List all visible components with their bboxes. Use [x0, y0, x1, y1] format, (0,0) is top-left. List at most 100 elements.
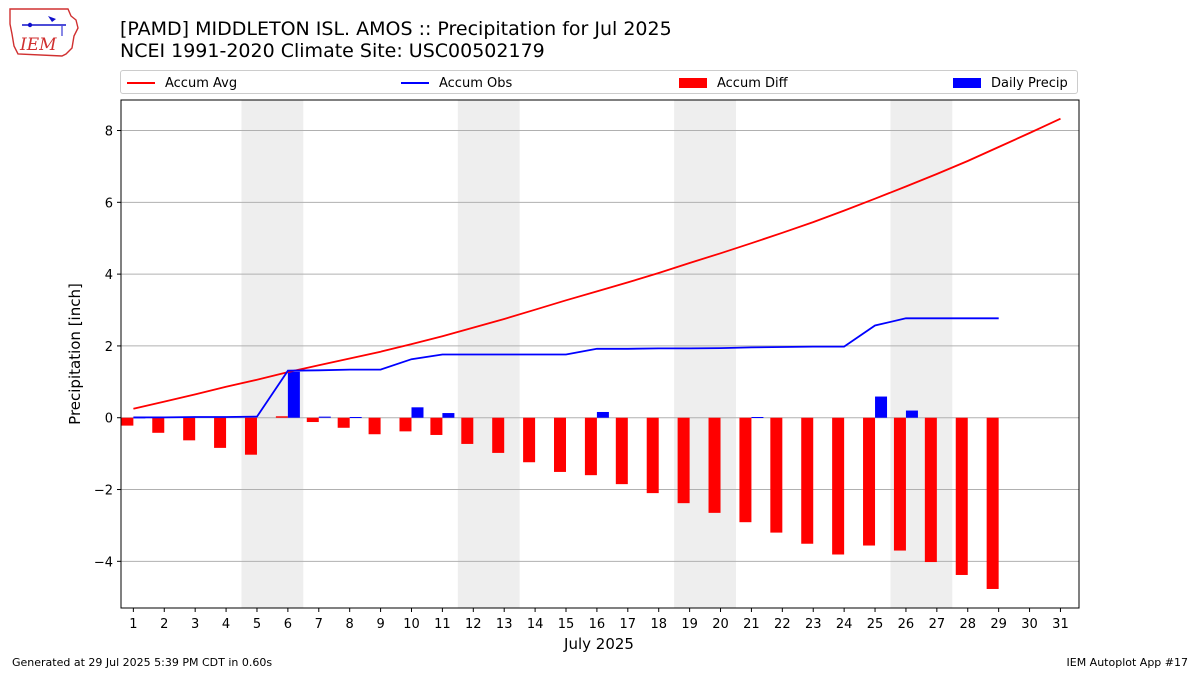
y-tick-label: 4	[105, 268, 113, 283]
plot-frame	[120, 99, 1080, 609]
x-tick-label: 25	[867, 617, 884, 632]
y-tick-label: −4	[94, 555, 113, 570]
accum-diff-bar	[492, 417, 505, 453]
accum-diff-bar	[121, 417, 134, 426]
legend-swatch	[953, 78, 981, 88]
x-tick-label: 9	[376, 617, 384, 632]
x-tick-label: 21	[743, 617, 760, 632]
logo-text: IEM	[19, 35, 57, 55]
generated-note: Generated at 29 Jul 2025 5:39 PM CDT in …	[12, 656, 273, 669]
x-tick-label: 29	[990, 617, 1007, 632]
accum-obs-line	[133, 317, 999, 419]
accum-diff-bar	[430, 417, 443, 435]
x-tick-label: 7	[315, 617, 323, 632]
legend-item-accum-diff: Accum Diff	[679, 74, 788, 92]
accum-diff-bar	[863, 417, 876, 546]
accum-diff-bar	[183, 417, 196, 441]
x-tick-label: 22	[774, 617, 791, 632]
bars	[121, 371, 999, 589]
x-tick-label: 20	[712, 617, 729, 632]
weekend-band	[241, 100, 304, 608]
daily-precip-bar	[411, 407, 424, 418]
accum-diff-bar	[646, 417, 659, 494]
x-tick-label: 4	[222, 617, 230, 632]
accum-diff-bar	[615, 417, 628, 485]
accum-diff-bar	[893, 417, 906, 551]
x-tick-label: 16	[589, 617, 606, 632]
daily-precip-bar	[875, 396, 888, 418]
accum-diff-bar	[708, 417, 721, 513]
accum-diff-bar	[399, 417, 412, 432]
legend-label: Accum Obs	[439, 75, 513, 91]
x-tick-label: 31	[1052, 617, 1069, 632]
legend-swatch	[401, 82, 429, 84]
x-tick-label: 28	[959, 617, 976, 632]
weekend-shading	[241, 100, 953, 608]
daily-precip-bar	[751, 417, 764, 419]
x-tick-label: 14	[527, 617, 544, 632]
x-tick-label: 6	[284, 617, 292, 632]
legend-item-daily-precip: Daily Precip	[953, 74, 1068, 92]
accum-diff-bar	[955, 417, 968, 575]
legend-label: Accum Avg	[165, 75, 238, 91]
x-tick-label: 8	[346, 617, 354, 632]
accum-diff-bar	[337, 417, 350, 428]
accum-diff-bar	[770, 417, 783, 533]
accum-diff-bar	[739, 417, 752, 523]
chart-subtitle: NCEI 1991-2020 Climate Site: USC00502179	[120, 40, 545, 62]
legend-swatch	[127, 82, 155, 84]
x-tick-label: 3	[191, 617, 199, 632]
accum-diff-bar	[801, 417, 814, 544]
lines	[133, 117, 1061, 419]
accum-diff-bar	[306, 417, 319, 423]
x-tick-label: 15	[558, 617, 575, 632]
daily-precip-bar	[442, 413, 455, 418]
x-tick-label: 1	[129, 617, 137, 632]
accum-diff-bar	[152, 417, 165, 433]
x-tick-label: 19	[681, 617, 698, 632]
daily-precip-bar	[905, 410, 918, 418]
x-tick-label: 27	[929, 617, 946, 632]
y-tick-label: 2	[105, 340, 113, 355]
x-tick-label: 23	[805, 617, 822, 632]
y-tick-label: 8	[105, 125, 113, 140]
app-note: IEM Autoplot App #17	[1066, 656, 1189, 669]
accum-diff-bar	[986, 417, 999, 589]
y-tick-label: −2	[94, 484, 113, 499]
accum-diff-bar	[832, 417, 845, 555]
x-tick-label: 13	[496, 617, 513, 632]
legend-item-accum-avg: Accum Avg	[127, 74, 237, 92]
iem-logo: IEM	[8, 6, 80, 58]
y-axis-label: Precipitation [inch]	[66, 283, 84, 425]
y-tick-label: 6	[105, 196, 113, 211]
x-tick-label: 26	[898, 617, 915, 632]
accum-diff-bar	[677, 417, 690, 504]
legend-label: Accum Diff	[717, 75, 788, 91]
daily-precip-bar	[596, 411, 609, 418]
accum-diff-bar	[244, 417, 257, 455]
y-tick-label: 0	[105, 412, 113, 427]
x-tick-label: 24	[836, 617, 853, 632]
legend-swatch	[679, 78, 707, 88]
accum-diff-bar	[584, 417, 597, 476]
accum-diff-bar	[523, 417, 536, 463]
chart-title: [PAMD] MIDDLETON ISL. AMOS :: Precipitat…	[120, 18, 672, 40]
x-axis-label: July 2025	[563, 635, 634, 653]
legend-item-accum-obs: Accum Obs	[401, 74, 512, 92]
x-tick-label: 18	[650, 617, 667, 632]
x-tick-label: 2	[160, 617, 168, 632]
daily-precip-bar	[349, 417, 362, 419]
iowa-map-icon: IEM	[9, 8, 79, 57]
accum-diff-bar	[461, 417, 474, 444]
x-tick-label: 30	[1021, 617, 1038, 632]
legend: Accum Avg Accum Obs Accum Diff Daily Pre…	[120, 70, 1078, 94]
accum-diff-bar	[368, 417, 381, 435]
accum-diff-bar	[924, 417, 937, 563]
daily-precip-bar	[287, 371, 300, 418]
accum-diff-bar	[214, 417, 227, 448]
accum-diff-bar	[275, 416, 288, 418]
x-tick-label: 17	[620, 617, 637, 632]
daily-precip-bar	[318, 416, 331, 418]
